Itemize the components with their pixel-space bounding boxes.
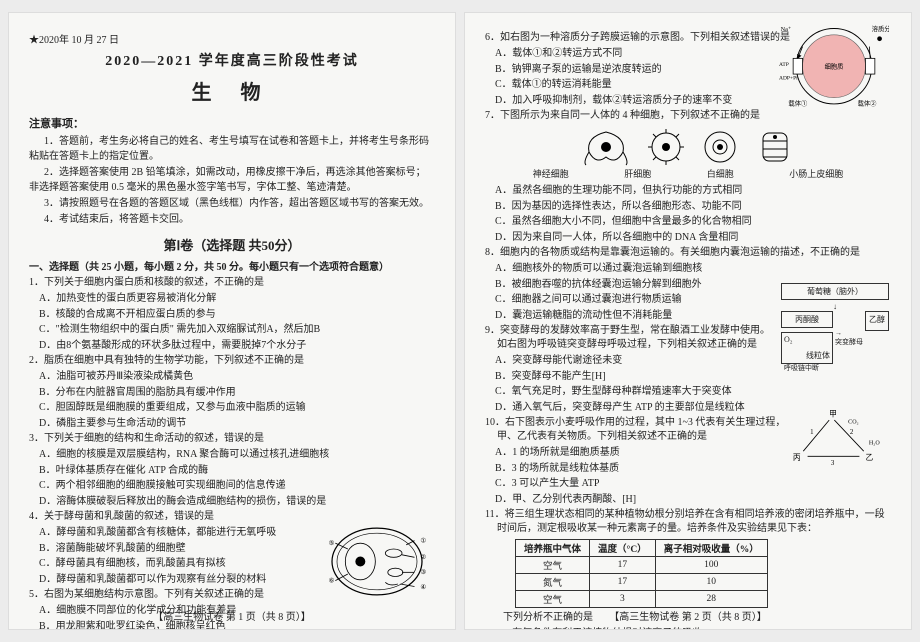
svg-text:⑥: ⑥ [329, 576, 335, 584]
svg-text:载体①: 载体① [788, 98, 808, 107]
q9-cyto-label: 呼吸链中断 [784, 363, 819, 373]
q10-cycle-diagram: 甲 丙 乙 1 2 3 CO₂ H₂O [786, 408, 881, 468]
q3-A: A．细胞的核膜是双层膜结构，RNA 聚合酶可以通过核孔进细胞核 [29, 448, 435, 462]
notes-heading: 注意事项： [29, 115, 435, 131]
q11-A: A．有氧条件有利于该植物幼根对该离子的吸收 [485, 627, 891, 631]
q7-label-a: 神经细胞 [533, 167, 569, 180]
q11-data-table: 培养瓶中气体 温度（°C） 离子相对吸收量（%） 空气 17 100 氮气 17… [515, 539, 768, 608]
q1-C: C．"检测生物组织中的蛋白质" 需先加入双缩脲试剂A，然后加B [29, 323, 435, 337]
q7-D: D．因为来自同一人体，所以各细胞中的 DNA 含量相同 [485, 231, 891, 245]
q8-stem: 8．细胞内的各物质或结构是靠囊泡运输的。有关细胞内囊泡运输的描述，不正确的是 [485, 246, 891, 260]
q1-D: D．由8个氨基酸形成的环状多肽过程中，需要脱掉7个水分子 [29, 339, 435, 353]
table-row: 空气 3 28 [516, 591, 768, 608]
svg-text:丙: 丙 [793, 453, 801, 462]
svg-text:⑤: ⑤ [329, 539, 335, 547]
page-1: ★2020年 10 月 27 日 2020—2021 学年度高三阶段性考试 生 … [8, 12, 456, 630]
q9-o2-label: O₂ [784, 335, 793, 344]
q7-stem: 7．下图所示为来自同一人体的 4 种细胞，下列叙述不正确的是 [485, 109, 891, 123]
q7-cells-diagram: 神经细胞 肝细胞 白细胞 小肠上皮细胞 [485, 127, 891, 180]
part1-title: 第Ⅰ卷（选择题 共50分） [29, 235, 435, 254]
q9-glucose-box: 葡萄糖（脑外） [781, 283, 889, 300]
svg-text:CO₂: CO₂ [848, 420, 858, 426]
q1-B: B．核酸的合成离不开相应蛋白质的参与 [29, 308, 435, 322]
q10-C: C．3 可以产生大量 ATP [485, 477, 891, 491]
table-row: 氮气 17 10 [516, 574, 768, 591]
table-row: 空气 17 100 [516, 557, 768, 574]
q9-ethanol-box: 乙醇 [865, 311, 889, 331]
q2-stem: 2．脂质在细胞中具有独特的生物学功能，下列叙述不正确的是 [29, 354, 435, 368]
svg-text:细胞质: 细胞质 [825, 62, 844, 71]
q1-stem: 1．下列关于细胞内蛋白质和核酸的叙述，不正确的是 [29, 276, 435, 290]
svg-text:Na⁺: Na⁺ [781, 26, 792, 33]
th-1: 温度（°C） [590, 540, 656, 557]
note-2: 2．选择题答案使用 2B 铅笔填涂，如需改动，用橡皮擦干净后，再选涂其他答案标号… [29, 165, 435, 195]
page-2: 细胞质 Na⁺ 溶质分子 ATP ADP+Pi 载体① 载体② 6．如右图为一种… [464, 12, 912, 630]
footer-page-2: 【高三生物试卷 第 2 页（共 8 页）】 [465, 608, 911, 623]
q2-B: B．分布在内脏器官周围的脂肪具有缓冲作用 [29, 386, 435, 400]
exam-title: 2020—2021 学年度高三阶段性考试 [29, 50, 435, 70]
q11-stem: 11．将三组生理状态相同的某种植物幼根分别培养在含有相同培养液的密闭培养瓶中，一… [485, 508, 891, 536]
q7-A: A．虽然各细胞的生理功能不同，但执行功能的方式相同 [485, 184, 891, 198]
th-0: 培养瓶中气体 [516, 540, 590, 557]
q1-A: A．加热变性的蛋白质更容易被消化分解 [29, 292, 435, 306]
q9-pyruvate-box: 丙酮酸 [781, 311, 833, 328]
q7-label-d: 小肠上皮细胞 [789, 167, 843, 180]
q8-A: A．细胞核外的物质可以通过囊泡运输到细胞核 [485, 262, 891, 276]
q9-C: C．氧气充足时，野生型酵母种群增殖速率大于突变体 [485, 385, 891, 399]
note-1: 1．答题前，考生务必将自己的姓名、考生号填写在试卷和答题卡上，并将考生号条形码粘… [29, 134, 435, 164]
svg-text:②: ② [420, 553, 426, 561]
q9-arrow-label: 突变酵母 [835, 337, 863, 347]
svg-text:ATP: ATP [779, 62, 789, 68]
svg-text:3: 3 [831, 460, 835, 467]
svg-text:①: ① [420, 536, 426, 544]
subject-title: 生 物 [29, 76, 435, 105]
q3-C: C．两个相邻细胞的细胞膜接触可实现细胞间的信息传递 [29, 479, 435, 493]
q2-C: C．胆固醇既是细胞膜的重要组成，又参与血液中脂质的运输 [29, 401, 435, 415]
q7-C: C．虽然各细胞大小不同，但细胞中含量最多的化合物相同 [485, 215, 891, 229]
q4-stem: 4．关于酵母菌和乳酸菌的叙述，错误的是 [29, 510, 435, 524]
svg-text:④: ④ [420, 583, 426, 591]
svg-text:1: 1 [810, 429, 814, 436]
svg-text:③: ③ [420, 568, 426, 576]
svg-text:乙: 乙 [865, 453, 873, 462]
table-header-row: 培养瓶中气体 温度（°C） 离子相对吸收量（%） [516, 540, 768, 557]
q7-label-b: 肝细胞 [624, 167, 651, 180]
q2-A: A．油脂可被苏丹Ⅲ染液染成橘黄色 [29, 370, 435, 384]
q7-B: B．因为基因的选择性表达，所以各细胞形态、功能不同 [485, 200, 891, 214]
q3-B: B．叶绿体基质存在催化 ATP 合成的酶 [29, 464, 435, 478]
q3-stem: 3．下列关于细胞的结构和生命活动的叙述，错误的是 [29, 432, 435, 446]
th-2: 离子相对吸收量（%） [655, 540, 767, 557]
q7-label-c: 白细胞 [707, 167, 734, 180]
part1-instruct: 一、选择题（共 25 小题，每小题 2 分，共 50 分。每小题只有一个选项符合… [29, 258, 435, 273]
svg-text:甲: 甲 [829, 410, 837, 419]
q6-membrane-diagram: 细胞质 Na⁺ 溶质分子 ATP ADP+Pi 载体① 载体② [779, 23, 889, 109]
q3-D: D．溶酶体膜破裂后释放出的酶会造成细胞结构的损伤，错误的是 [29, 495, 435, 509]
note-3: 3．请按照题号在各题的答题区域（黑色线框）内作答，超出答题区域书写的答案无效。 [29, 196, 435, 211]
q9-mito-label: 线粒体 [806, 350, 830, 361]
q2-D: D．磷脂主要参与生命活动的调节 [29, 417, 435, 431]
q10-D: D．甲、乙分别代表丙酮酸、[H] [485, 493, 891, 507]
svg-text:ADP+Pi: ADP+Pi [779, 76, 798, 82]
svg-text:2: 2 [850, 429, 854, 436]
svg-text:载体②: 载体② [858, 98, 878, 107]
q9-yeast-diagram: 葡萄糖（脑外） ↓ 丙酮酸 O₂ 线粒体 呼吸链中断 →突变酵母 乙醇 [781, 283, 889, 364]
q9-B: B．突变酵母不能产生[H] [485, 370, 891, 384]
svg-text:H₂O: H₂O [869, 440, 880, 446]
exam-date: ★2020年 10 月 27 日 [29, 31, 435, 46]
svg-text:溶质分子: 溶质分子 [872, 24, 889, 33]
note-4: 4．考试结束后，将答题卡交回。 [29, 212, 435, 227]
q5-cell-diagram: ① ② ③ ④ ⑤ ⑥ [327, 524, 427, 599]
footer-page-1: 【高三生物试卷 第 1 页（共 8 页）】 [9, 608, 455, 623]
